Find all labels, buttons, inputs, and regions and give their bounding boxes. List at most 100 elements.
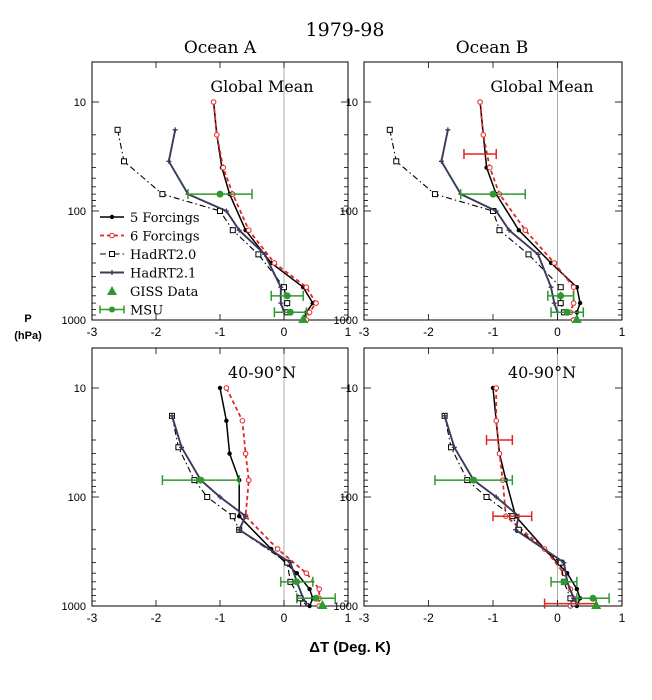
series-point-five [577,300,583,306]
x-tick-label: 0 [281,325,288,339]
series-line-five [219,387,314,607]
legend-marker-six [109,232,115,239]
panel-3: -3 -2 -1 0 1 10 100 1000 40-90°N [62,347,352,625]
giss-data-point [571,314,582,323]
msu-point [589,594,597,602]
legend-label-giss: GISS Data [130,285,199,300]
series-point-h20 [393,158,400,165]
legend-marker-giss [107,286,117,295]
series-point-six [246,477,252,483]
msu-point [557,292,565,300]
msu-point [197,476,205,484]
legend: 5 Forcings 6 Forcings HadRT2.0 HadRT2.1 GISS… [99,211,200,319]
legend-marker-h21 [109,270,115,275]
series-point-six [210,99,217,105]
y-tick-label: 1000 [62,601,86,613]
x-tick-label: -2 [423,611,434,625]
series-point-h20 [284,300,291,307]
x-tick-label: 1 [619,611,626,625]
series-point-six [306,309,313,316]
series-point-h21 [442,413,448,419]
series-line-h21 [443,415,578,605]
x-tick-label: -1 [488,325,499,339]
series-point-five [307,603,312,609]
series-point-h21 [278,284,284,290]
series-line-h20 [171,415,304,604]
series-line-five [479,101,581,320]
series-point-h20 [114,126,121,133]
msu-point [312,594,320,602]
y-tick-label: 10 [74,383,86,395]
series-point-five [294,570,299,576]
legend-label-five: 5 Forcings [130,211,200,226]
giss-data-point [298,314,309,323]
y-axis-label-unit: (hPa) [14,330,42,342]
series-point-h21 [513,527,519,533]
series-point-h21 [493,494,499,500]
column-title-ocean-a: Ocean A [184,38,257,58]
series-point-six [493,385,500,391]
x-tick-label: -3 [359,325,370,339]
series-point-h21 [179,444,185,450]
series-point-h21 [571,595,577,601]
series-point-five [574,586,580,592]
series-point-six [486,164,493,171]
y-tick-label: 100 [340,206,358,218]
series-point-h20 [255,251,262,258]
series-point-h21 [287,560,293,566]
series-point-six [496,450,503,457]
series-point-five [307,586,312,592]
x-tick-label: -3 [87,611,98,625]
series-point-h21 [561,560,567,566]
msu-point [283,292,291,300]
series-point-h21 [166,158,172,164]
series-point-six [242,450,249,457]
y-tick-label: 10 [74,97,86,109]
series-point-h20 [121,158,127,165]
series-point-six [493,418,500,424]
series-point-six [313,300,319,306]
series-point-h21 [303,601,309,607]
series-point-six [316,586,323,592]
series-point-h21 [535,251,541,257]
series-point-six [303,284,310,290]
legend-marker-h20 [109,251,115,257]
series-point-h20 [204,494,211,500]
x-tick-label: 1 [619,325,626,339]
series-point-h20 [496,227,503,234]
series-line-h20 [389,129,565,313]
x-tick-label: 0 [554,325,561,339]
y-axis-label-p: P [24,313,31,325]
series-point-h20 [483,494,490,500]
x-tick-label: 1 [345,325,352,339]
msu-point [470,476,478,484]
series-line-h21 [171,415,308,605]
msu-point [286,308,294,316]
legend-marker-msu [109,306,115,313]
series-point-six [551,260,558,266]
series-point-h20 [431,191,438,198]
series-point-h20 [557,300,564,307]
series-point-five [227,451,232,456]
series-line-six [225,387,321,606]
msu-point [563,308,571,316]
series-point-five [224,418,229,424]
series-point-six [522,227,529,233]
panel-title: Global Mean [210,77,313,96]
series-point-six [570,284,577,290]
x-tick-label: -1 [215,325,226,339]
panel-title: 40-90°N [228,363,296,382]
y-tick-label: 100 [68,206,86,218]
series-line-h20 [444,415,575,604]
msu-point [489,190,497,198]
series-point-five [516,227,521,233]
panel-title: Global Mean [490,77,593,96]
series-point-h21 [236,227,242,233]
y-tick-label: 10 [346,97,358,109]
series-point-six [570,300,577,306]
msu-point [293,578,301,586]
series-point-h20 [525,251,532,258]
series-point-six [239,418,246,424]
series-line-six [479,101,575,321]
